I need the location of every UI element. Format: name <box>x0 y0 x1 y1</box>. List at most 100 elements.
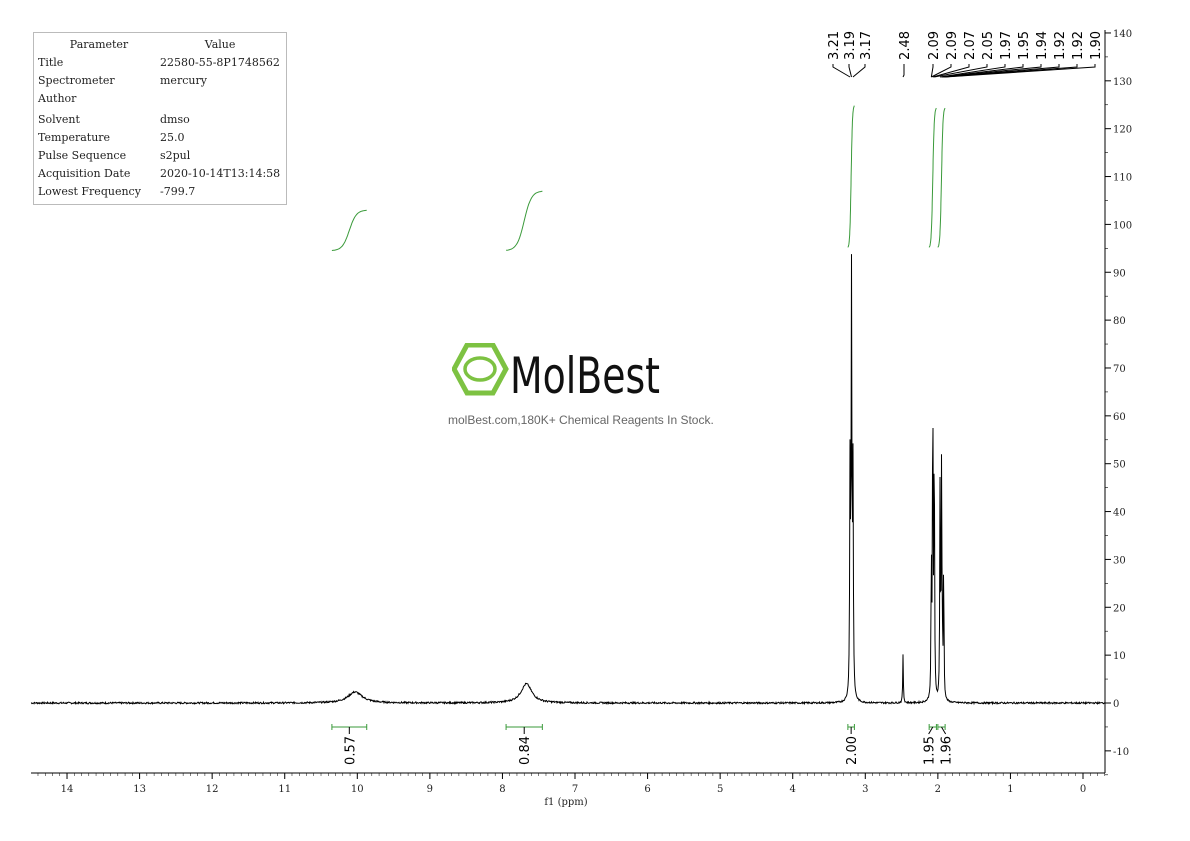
peak-label-leader <box>930 64 934 78</box>
parameter-row: Title 22580-55-8P1748562 <box>38 54 280 72</box>
integral-label: 2.00 <box>845 736 860 765</box>
x-tick-label: 14 <box>61 784 74 795</box>
peak-label: 1.92 <box>1053 31 1068 60</box>
y-tick-label: 30 <box>1113 555 1126 566</box>
peak-label-leader <box>932 64 970 78</box>
integral-curve <box>928 107 937 248</box>
parameter-key: Temperature <box>38 131 111 144</box>
y-tick-label: 50 <box>1113 460 1126 471</box>
header-value: Value <box>204 38 236 51</box>
y-tick-label: 70 <box>1113 364 1126 375</box>
peak-label: 1.97 <box>999 31 1014 60</box>
y-tick-label: 140 <box>1113 29 1132 40</box>
parameter-table: Parameter Value Title 22580-55-8P1748562 S… <box>33 32 288 205</box>
peak-label-leader <box>931 64 952 78</box>
parameter-value: mercury <box>160 74 207 87</box>
y-tick-label: 40 <box>1113 508 1126 519</box>
parameter-key: Author <box>38 92 77 105</box>
peak-label: 3.21 <box>827 31 842 60</box>
parameter-value: 22580-55-8P1748562 <box>160 56 280 69</box>
parameter-row: Pulse Sequence s2pul <box>38 147 280 165</box>
y-tick-label: 90 <box>1113 268 1126 279</box>
x-tick-label: 1 <box>1007 784 1013 795</box>
watermark-tagline: molBest.com,180K+ Chemical Reagents In S… <box>448 413 714 427</box>
parameter-key: Title <box>38 56 64 69</box>
parameter-key: Solvent <box>38 113 80 126</box>
benzene-logo-icon <box>451 342 509 396</box>
peak-label-leader <box>941 64 1024 78</box>
x-tick-label: 11 <box>278 784 291 795</box>
y-tick-label: 60 <box>1113 412 1126 423</box>
peak-label-leader <box>939 64 1006 78</box>
integral-curve <box>506 190 543 251</box>
peak-label: 2.48 <box>898 31 913 60</box>
parameter-value: s2pul <box>160 149 191 162</box>
peak-label: 2.09 <box>945 31 960 60</box>
parameter-value: 2020-10-14T13:14:58 <box>160 167 281 180</box>
x-tick-label: 7 <box>572 784 578 795</box>
peak-label: 1.90 <box>1089 31 1104 60</box>
y-tick-label: 130 <box>1113 77 1132 88</box>
integral-curve <box>847 105 855 248</box>
parameter-value: 25.0 <box>160 131 185 144</box>
parameter-key: Lowest Frequency <box>38 185 141 198</box>
parameter-key: Acquisition Date <box>38 167 131 180</box>
integral-label-line <box>928 726 934 735</box>
x-tick-label: 6 <box>644 784 650 795</box>
parameter-row: Solvent dmso <box>38 111 280 129</box>
peak-label-leader <box>848 64 852 78</box>
peak-label-leader <box>945 64 1096 78</box>
peak-label: 1.95 <box>1017 31 1032 60</box>
peak-label-leader <box>852 64 866 78</box>
y-tick-label: 10 <box>1113 651 1126 662</box>
peak-label-leader <box>934 64 988 78</box>
parameter-row: Lowest Frequency -799.7 <box>38 183 280 201</box>
parameter-row: Temperature 25.0 <box>38 129 280 147</box>
integral-label: 1.96 <box>940 736 955 765</box>
parameter-row: Acquisition Date 2020-10-14T13:14:58 <box>38 165 280 183</box>
x-tick-label: 5 <box>717 784 723 795</box>
x-tick-label: 8 <box>499 784 505 795</box>
y-tick-label: 100 <box>1113 220 1132 231</box>
parameter-value: -799.7 <box>160 185 196 198</box>
peak-label: 3.19 <box>843 31 858 60</box>
parameter-row: Spectrometer mercury <box>38 72 280 90</box>
x-axis-label: f1 (ppm) <box>544 797 587 808</box>
molbest-logo: MolBest <box>451 342 667 405</box>
peak-label-leader <box>902 64 905 78</box>
integral-curve <box>331 209 367 251</box>
x-tick-label: 0 <box>1080 784 1086 795</box>
parameter-key: Pulse Sequence <box>38 149 127 162</box>
integral-label-line <box>941 726 947 735</box>
parameter-key: Spectrometer <box>38 74 115 87</box>
x-tick-label: 13 <box>133 784 146 795</box>
y-tick-label: 0 <box>1113 699 1119 710</box>
peak-label-leader <box>942 64 1042 78</box>
x-tick-label: 9 <box>427 784 433 795</box>
peak-label: 3.17 <box>859 31 874 60</box>
integral-label: 0.57 <box>343 736 358 765</box>
parameter-table-header: Parameter Value <box>38 36 280 54</box>
integral-label: 0.84 <box>518 736 533 765</box>
header-parameter: Parameter <box>69 38 129 51</box>
parameter-value: dmso <box>160 113 190 126</box>
x-tick-label: 10 <box>351 784 364 795</box>
peak-label: 2.07 <box>963 31 978 60</box>
logo-text: MolBest <box>510 347 660 398</box>
peak-label: 2.05 <box>981 31 996 60</box>
integral-label: 1.95 <box>923 736 938 765</box>
peak-label: 1.92 <box>1071 31 1086 60</box>
y-tick-label: 120 <box>1113 125 1132 136</box>
x-tick-label: 12 <box>206 784 219 795</box>
integral-curve <box>937 107 946 248</box>
y-tick-label: -10 <box>1113 747 1129 758</box>
peak-label: 2.09 <box>927 31 942 60</box>
parameter-row: Author <box>38 90 280 108</box>
x-tick-label: 2 <box>935 784 941 795</box>
x-tick-label: 4 <box>790 784 796 795</box>
y-tick-label: 110 <box>1113 173 1132 184</box>
y-tick-label: 20 <box>1113 603 1126 614</box>
x-tick-label: 3 <box>862 784 868 795</box>
peak-label: 1.94 <box>1035 31 1050 60</box>
